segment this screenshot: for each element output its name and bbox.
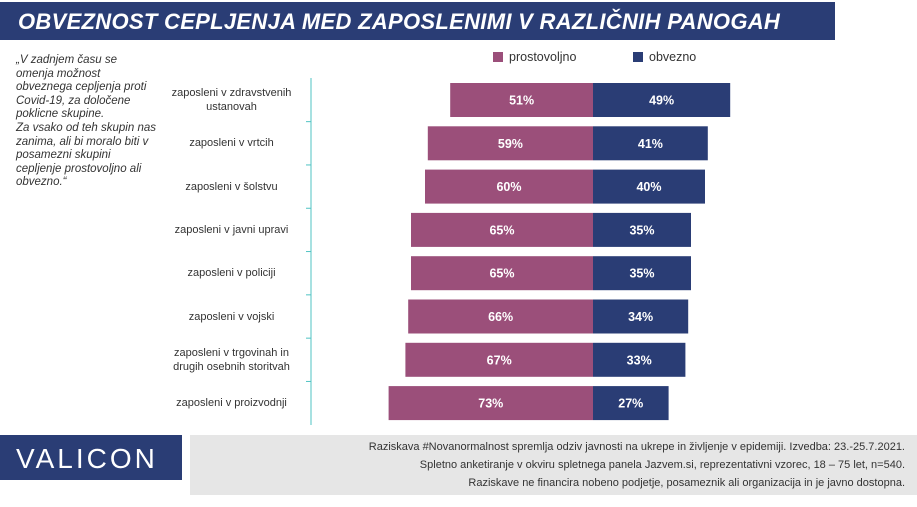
bar-prostovoljno (411, 212, 593, 247)
category-label-line: zaposleni v vojski (188, 310, 275, 323)
bar-prostovoljno (427, 126, 593, 161)
category-label: zaposleni v javni upravi (160, 223, 303, 237)
category-label: zaposleni v trgovinah in drugih osebnih s… (160, 346, 303, 374)
data-label-prostovoljno: 67% (487, 353, 512, 367)
bar-obvezno (593, 256, 691, 291)
bar-obvezno (593, 342, 686, 377)
category-label: zaposleni v vojski (160, 310, 303, 324)
category-label-line: zaposleni v policiji (187, 267, 276, 280)
data-label-obvezno: 35% (629, 267, 654, 281)
bar-prostovoljno (408, 299, 593, 334)
data-label-obvezno: 40% (636, 180, 661, 194)
data-label-obvezno: 34% (628, 310, 653, 324)
data-label-prostovoljno: 65% (489, 223, 514, 237)
data-label-prostovoljno: 60% (496, 180, 521, 194)
category-label-line: zaposleni v proizvodnji (176, 397, 287, 410)
legend-swatch-prostovoljno (493, 52, 503, 62)
title-bar: OBVEZNOST CEPLJENJA MED ZAPOSLENIMI V RA… (0, 2, 835, 40)
question-line-2: Za vsako od teh skupin nas zanima, ali b… (16, 121, 156, 189)
data-label-obvezno: 27% (618, 397, 643, 411)
data-label-obvezno: 41% (638, 137, 663, 151)
bar-prostovoljno (388, 386, 593, 421)
data-label-prostovoljno: 65% (489, 267, 514, 281)
legend-item-obvezno: obvezno (633, 49, 696, 65)
data-label-prostovoljno: 51% (509, 94, 534, 108)
footer-note-line-1: Raziskava #Novanormalnost spremlja odziv… (368, 441, 905, 453)
bar-prostovoljno (405, 342, 593, 377)
legend-swatch-obvezno (633, 52, 643, 62)
logo-text: VALICON (16, 443, 158, 474)
category-label-line: zaposleni v zdravstvenih (171, 87, 292, 99)
bar-obvezno (593, 299, 689, 334)
bar-obvezno (593, 212, 691, 247)
data-label-obvezno: 33% (627, 353, 652, 367)
question-line-1: „V zadnjem času se omenja možnost obvezn… (16, 54, 147, 121)
valicon-logo: VALICON (0, 435, 182, 480)
category-label: zaposleni v vrtcih (160, 136, 303, 150)
category-label-line: zaposleni v javni upravi (174, 223, 289, 236)
data-label-prostovoljno: 66% (488, 310, 513, 324)
survey-question: „V zadnjem času se omenja možnost obvezn… (16, 54, 156, 190)
chart-title: OBVEZNOST CEPLJENJA MED ZAPOSLENIMI V RA… (18, 9, 781, 34)
category-label: zaposleni v zdravstvenih ustanovah (160, 86, 303, 114)
data-label-obvezno: 35% (629, 223, 654, 237)
category-label: zaposleni v šolstvu (160, 180, 303, 194)
bar-obvezno (593, 386, 669, 421)
legend-label-prostovoljno: prostovoljno (509, 50, 577, 64)
bar-prostovoljno (450, 83, 593, 117)
bar-obvezno (593, 83, 731, 117)
data-label-obvezno: 49% (649, 94, 674, 108)
category-label: zaposleni v proizvodnji (160, 396, 303, 410)
data-label-prostovoljno: 73% (478, 397, 503, 411)
category-label-line: zaposleni v šolstvu (185, 180, 278, 193)
bar-prostovoljno (411, 256, 593, 291)
footer-note-line-2: Spletno anketiranje v okviru spletnega p… (419, 459, 905, 471)
category-label-line: ustanovah (206, 101, 257, 113)
category-label: zaposleni v policiji (160, 266, 303, 280)
bar-prostovoljno (425, 169, 593, 204)
footer-note-line-3: Raziskave ne financira nobeno podjetje, … (468, 477, 905, 489)
legend-label-obvezno: obvezno (649, 50, 697, 64)
category-label-line: drugih osebnih storitvah (173, 360, 290, 373)
bar-obvezno (593, 169, 705, 204)
category-label-line: zaposleni v vrtcih (189, 137, 274, 150)
bar-obvezno (593, 126, 708, 161)
category-label-line: zaposleni v trgovinah in (174, 346, 289, 359)
footer-note: Raziskava #Novanormalnost spremlja odziv… (190, 435, 917, 495)
legend-item-prostovoljno: prostovoljno (493, 49, 576, 65)
data-label-prostovoljno: 59% (498, 137, 523, 151)
